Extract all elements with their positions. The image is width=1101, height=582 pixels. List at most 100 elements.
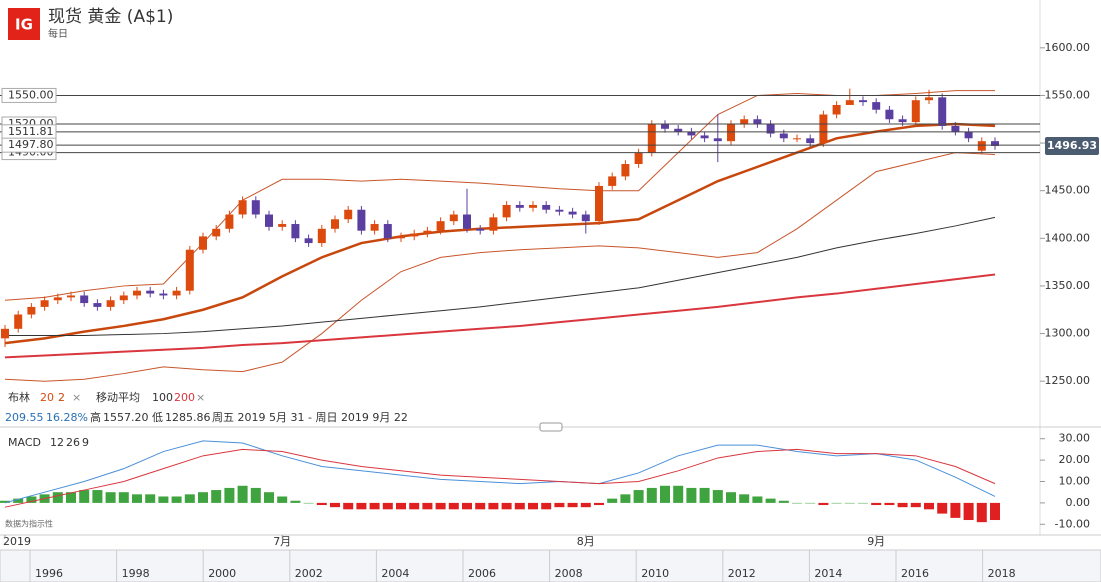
histogram-bar xyxy=(66,492,76,503)
histogram-bar xyxy=(805,502,816,504)
chart-subtitle: 每日 xyxy=(48,27,68,40)
candle-body xyxy=(225,214,234,229)
histogram-bar xyxy=(277,496,288,503)
candle-body xyxy=(647,124,656,153)
candle-body xyxy=(344,209,353,220)
indicator-line xyxy=(5,216,996,336)
legend-param: 20 xyxy=(40,391,54,404)
candle-body xyxy=(885,109,894,120)
histogram-bar xyxy=(356,502,367,510)
histogram-bar xyxy=(844,502,855,504)
stat-value: 1285.86 xyxy=(165,411,211,424)
histogram-bar xyxy=(343,502,354,510)
histogram-bar xyxy=(198,492,208,503)
navigator-year: 2004 xyxy=(381,567,409,580)
histogram-bar xyxy=(607,498,618,503)
candle-body xyxy=(80,295,89,304)
y-tick-label: 1400.00 xyxy=(1045,231,1091,244)
candle-body xyxy=(687,131,696,136)
candle-body xyxy=(529,204,537,208)
legend-param: 2 xyxy=(58,391,65,404)
candle-body xyxy=(753,119,762,125)
macd-param: 9 xyxy=(82,436,89,449)
candle-body xyxy=(489,217,498,231)
histogram-bar xyxy=(92,490,103,503)
candle-body xyxy=(357,209,366,231)
candle-body xyxy=(964,131,973,139)
y-tick-label: 30.00 xyxy=(1059,432,1091,445)
navigator-year: 2010 xyxy=(641,567,669,580)
candle-body xyxy=(40,300,49,307)
candle-body xyxy=(938,97,947,126)
histogram-bar xyxy=(897,502,908,508)
navigator-year: 2006 xyxy=(468,567,496,580)
histogram-bar xyxy=(726,492,736,503)
candle-body xyxy=(502,204,511,218)
legend-label: 移动平均 xyxy=(96,391,140,404)
candle-body xyxy=(119,295,128,301)
resize-handle[interactable] xyxy=(539,422,563,432)
histogram-bar xyxy=(699,487,710,503)
signal-line xyxy=(4,448,996,508)
histogram-bar xyxy=(752,496,763,503)
x-tick-label: 2019 xyxy=(3,535,31,548)
histogram-bar xyxy=(580,502,591,508)
candle-body xyxy=(1,328,9,339)
candle-body xyxy=(304,238,313,244)
histogram-bar xyxy=(422,502,433,510)
macd-note: 数据为指示性 xyxy=(5,519,53,529)
histogram-bar xyxy=(514,502,525,510)
candle-body xyxy=(621,164,630,177)
candle-body xyxy=(133,290,141,296)
histogram-bar xyxy=(435,502,446,510)
x-tick-label: 9月 xyxy=(867,535,885,548)
navigator-year: 1998 xyxy=(122,567,150,580)
candle-body xyxy=(819,114,828,144)
histogram-bar xyxy=(778,500,789,503)
y-tick-label: 1300.00 xyxy=(1045,327,1091,340)
last-price-tag xyxy=(1045,136,1099,155)
level-tag xyxy=(1,137,57,153)
histogram-bar xyxy=(475,502,486,510)
navigator[interactable] xyxy=(0,549,1101,582)
macd-title: MACD xyxy=(8,436,41,449)
histogram-bar xyxy=(26,496,37,503)
candle-body xyxy=(581,214,590,222)
histogram-bar xyxy=(118,492,129,503)
candle-body xyxy=(67,295,75,298)
histogram-bar xyxy=(871,502,882,506)
navigator-year: 2012 xyxy=(728,567,756,580)
y-tick-label: 1350.00 xyxy=(1045,279,1091,292)
histogram-bar xyxy=(660,485,670,503)
histogram-bar xyxy=(976,502,987,523)
candle-body xyxy=(555,209,564,212)
candle-body xyxy=(397,236,405,239)
candle-body xyxy=(159,293,168,296)
stat-change-pct: 16.28% xyxy=(46,411,88,424)
candle-body xyxy=(674,128,683,132)
close-icon[interactable]: × xyxy=(72,391,81,404)
histogram-bar xyxy=(303,502,314,504)
candle-body xyxy=(291,224,300,239)
candle-body xyxy=(713,138,722,142)
candle-body xyxy=(595,185,603,222)
histogram-bar xyxy=(950,502,961,518)
histogram-bar xyxy=(171,496,182,503)
navigator-year: 2018 xyxy=(988,567,1016,580)
candle-body xyxy=(423,230,432,234)
close-icon[interactable]: × xyxy=(196,391,205,404)
candle-body xyxy=(845,100,854,105)
indicator-line xyxy=(4,152,996,382)
histogram-bar xyxy=(673,485,684,503)
candle-body xyxy=(251,200,260,215)
histogram-bar xyxy=(237,485,248,503)
y-tick-label: 10.00 xyxy=(1059,475,1091,488)
histogram-bar xyxy=(501,502,512,510)
histogram-bar xyxy=(224,487,235,503)
histogram-bar xyxy=(620,494,631,503)
histogram-bar xyxy=(792,502,802,504)
navigator-year: 2000 xyxy=(208,567,236,580)
navigator-year: 2016 xyxy=(901,567,929,580)
histogram-bar xyxy=(924,502,934,510)
